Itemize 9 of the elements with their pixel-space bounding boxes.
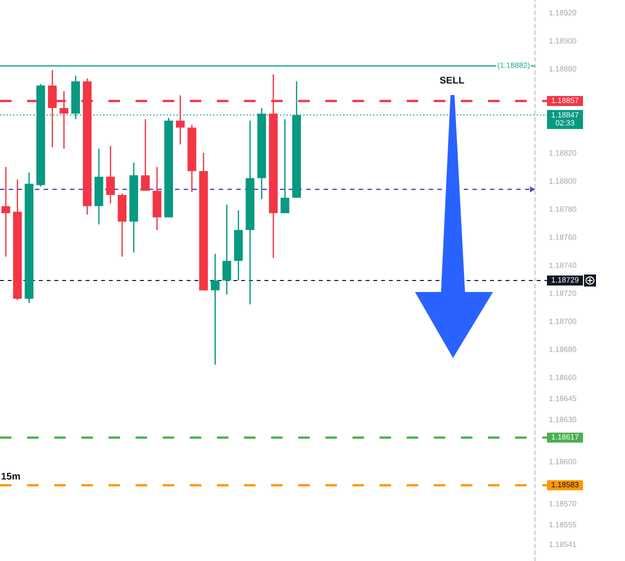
candlestick	[210, 253, 220, 366]
candlestick	[141, 118, 150, 192]
candlestick	[280, 118, 290, 214]
annotation: 15m	[2, 472, 20, 480]
annotation: SELL	[440, 76, 464, 84]
candlestick	[1, 166, 10, 258]
candlestick	[176, 94, 185, 146]
candlestick	[222, 204, 232, 296]
candlestick	[106, 145, 115, 204]
